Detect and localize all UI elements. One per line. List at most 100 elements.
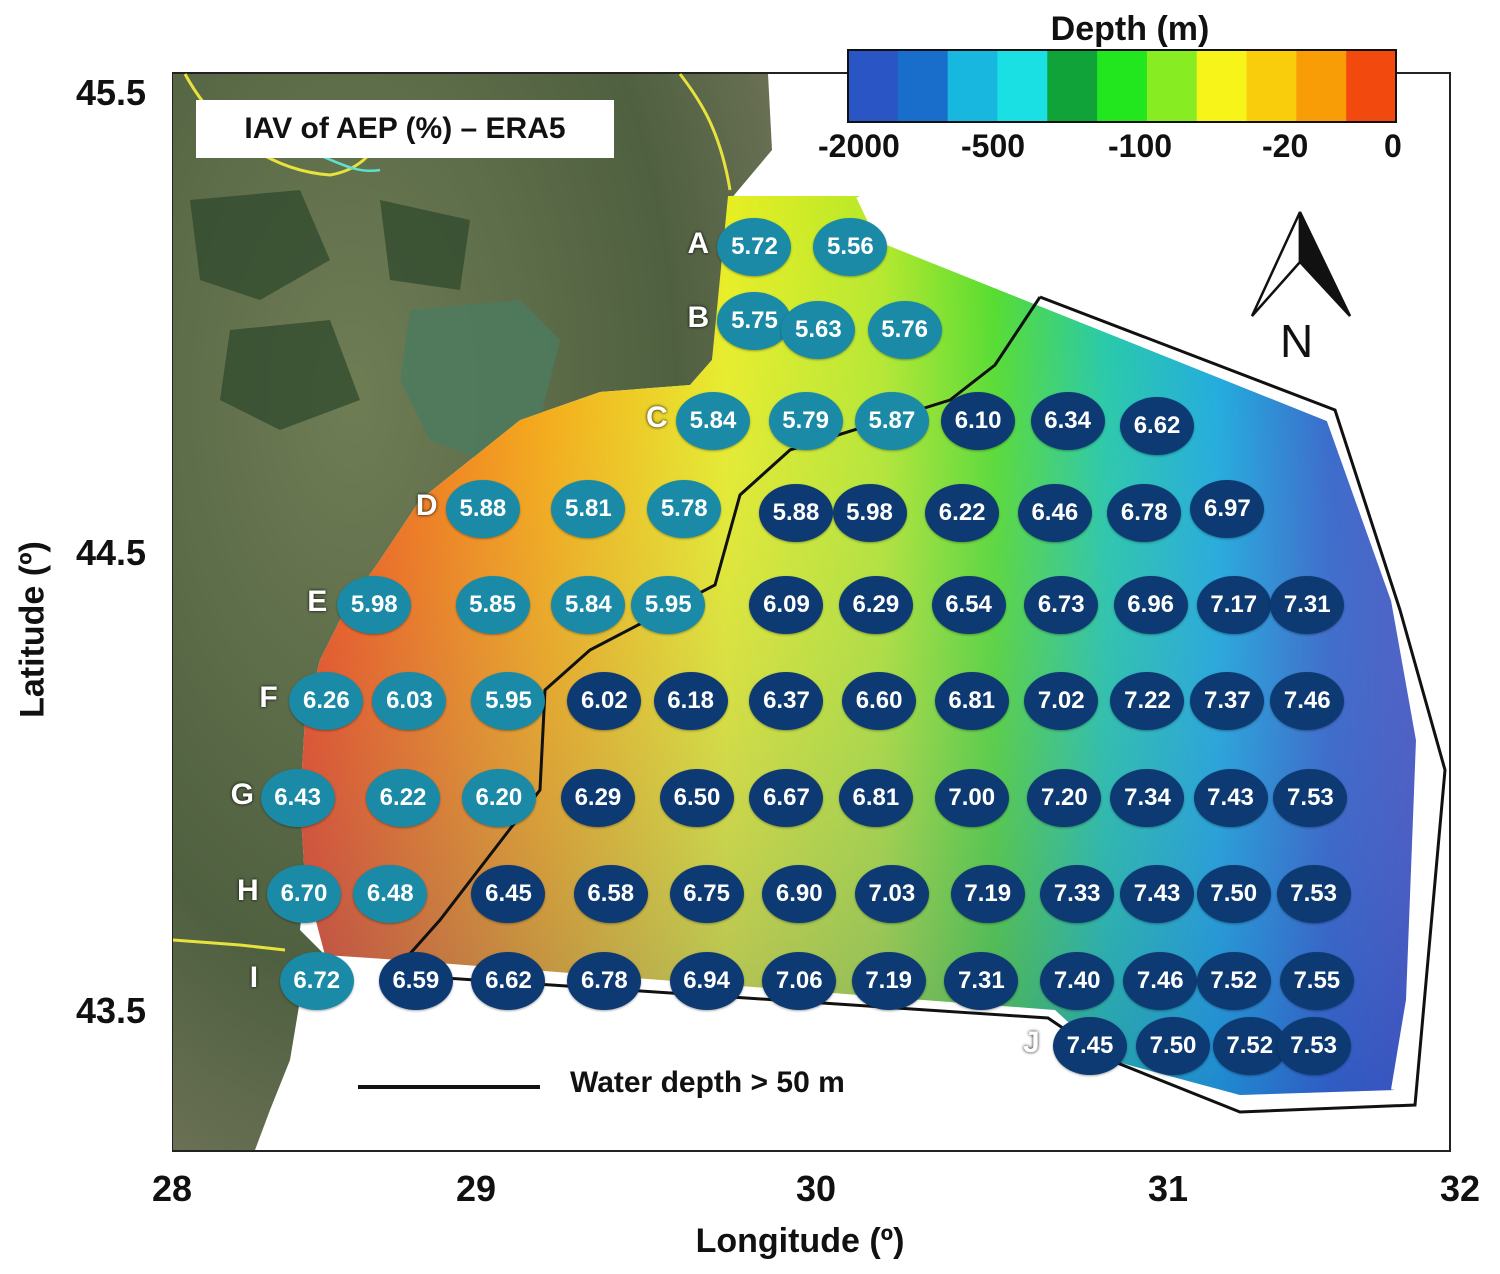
grid-point-h: 6.70 [266,865,341,924]
grid-point-f: 6.81 [934,672,1009,731]
grid-point-h: 6.90 [762,865,837,924]
grid-point-h: 7.33 [1040,865,1115,924]
grid-point-b: 5.75 [717,291,792,350]
depth-50m-line [398,295,1447,1114]
grid-point-e: 6.96 [1113,576,1188,635]
map-title: IAV of AEP (%) – ERA5 [196,100,614,158]
grid-point-h: 7.03 [854,865,929,924]
colorbar-swatch [947,50,998,122]
colorbar-swatch [848,50,899,122]
grid-point-d: 5.88 [759,484,834,543]
grid-point-g: 7.00 [934,768,1009,827]
x-tick-label: 28 [152,1168,193,1209]
colorbar-swatch [1047,50,1098,122]
grid-point-b: 5.76 [867,300,942,359]
grid-point-g: 7.34 [1110,768,1185,827]
colorbar-swatch [897,50,949,122]
grid-point-g: 7.53 [1273,768,1348,827]
row-label: E [307,585,328,619]
grid-point-h: 6.45 [471,865,546,924]
grid-point-e: 5.84 [551,576,626,635]
x-tick-label: 30 [796,1168,837,1209]
grid-point-d: 5.78 [647,479,722,538]
grid-point-c: 5.87 [854,392,929,451]
grid-point-e: 5.85 [455,576,530,635]
grid-point-h: 6.58 [573,865,648,924]
grid-point-d: 6.22 [925,484,1000,543]
grid-point-g: 6.43 [260,768,335,827]
legend-label: 0 [1384,128,1402,164]
grid-point-a: 5.72 [717,218,792,277]
grid-point-f: 6.03 [372,672,447,731]
grid-point-g: 6.22 [366,768,441,827]
row-label: J [1022,1025,1040,1059]
depth-colorbar [847,49,1397,123]
colorbar-border [847,49,1397,123]
grid-point-e: 7.17 [1196,576,1271,635]
grid-point-g: 6.81 [838,768,913,827]
grid-point-d: 6.78 [1107,484,1182,543]
grid-point-h: 6.48 [353,865,428,924]
grid-point-h: 7.43 [1120,865,1195,924]
scale-line-label: Water depth > 50 m [570,1066,845,1099]
row-label: B [687,300,710,334]
colorbar-swatch [997,50,1048,122]
grid-point-g: 7.20 [1027,768,1102,827]
y-axis-title: Latitude (º) [13,541,52,718]
colorbar-swatch [1196,50,1248,122]
grid-point-i: 7.46 [1123,952,1198,1011]
grid-point-e: 5.95 [631,576,706,635]
grid-point-c: 6.34 [1030,392,1105,451]
grid-point-c: 6.62 [1120,397,1195,456]
grid-point-d: 5.81 [551,479,626,538]
grid-point-d: 6.97 [1190,479,1265,538]
x-axis-title: Longitude (º) [695,1222,905,1260]
grid-point-i: 7.19 [851,952,926,1011]
row-label: H [236,874,259,908]
grid-point-i: 6.78 [567,952,642,1011]
grid-point-f: 6.26 [289,672,364,731]
row-label: G [230,777,254,811]
grid-point-h: 7.19 [950,865,1025,924]
colorbar-swatch [1146,50,1198,122]
y-tick-label: 44.5 [76,532,147,573]
row-label: F [259,681,278,715]
x-tick-label: 29 [456,1168,497,1209]
grid-point-d: 5.98 [832,484,907,543]
grid-point-d: 6.46 [1017,484,1092,543]
grid-point-f: 7.37 [1190,672,1265,731]
grid-point-i: 7.55 [1279,952,1354,1011]
grid-point-i: 6.94 [669,952,744,1011]
grid-point-f: 6.02 [567,672,642,731]
grid-point-f: 6.37 [749,672,824,731]
legend-label: -100 [1108,128,1173,164]
north-arrow-icon [1250,211,1352,317]
legend-title: Depth (m) [1050,10,1210,48]
grid-point-c: 5.79 [768,392,843,451]
grid-point-j: 7.53 [1276,1016,1351,1075]
grid-point-h: 7.50 [1196,865,1271,924]
grid-point-h: 6.75 [669,865,744,924]
grid-point-i: 7.06 [762,952,837,1011]
grid-point-e: 5.98 [337,576,412,635]
grid-point-i: 7.40 [1040,952,1115,1011]
legend-label: -2000 [818,128,900,164]
colorbar-swatch [1296,50,1347,122]
grid-point-j: 7.45 [1052,1016,1127,1075]
sea-white-border [856,194,1425,1091]
grid-point-g: 6.50 [659,768,734,827]
grid-point-e: 6.09 [749,576,824,635]
grid-point-f: 7.22 [1110,672,1185,731]
y-tick-label: 43.5 [76,990,147,1031]
grid-point-b: 5.63 [781,300,856,359]
grid-point-f: 6.60 [842,672,917,731]
x-tick-label: 31 [1148,1168,1189,1209]
grid-point-g: 6.67 [749,768,824,827]
grid-point-j: 7.50 [1136,1016,1211,1075]
grid-point-i: 7.31 [944,952,1019,1011]
grid-point-i: 7.52 [1196,952,1271,1011]
x-tick-label: 32 [1440,1168,1481,1209]
north-label: N [1280,315,1314,367]
grid-point-a: 5.56 [813,218,888,277]
y-tick-label: 45.5 [76,72,147,113]
